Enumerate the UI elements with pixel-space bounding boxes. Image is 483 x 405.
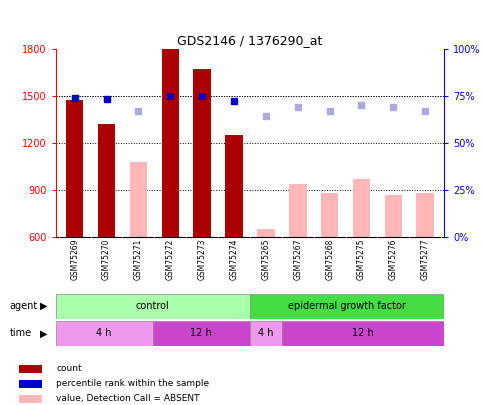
Text: GSM75268: GSM75268 xyxy=(325,239,334,280)
Text: value, Detection Call = ABSENT: value, Detection Call = ABSENT xyxy=(56,394,199,403)
Bar xyxy=(56,321,153,346)
Bar xyxy=(384,194,402,237)
Bar xyxy=(250,294,444,319)
Text: 4 h: 4 h xyxy=(258,328,274,338)
Bar xyxy=(353,179,370,237)
Bar xyxy=(19,395,42,403)
Text: GSM75269: GSM75269 xyxy=(70,239,79,280)
Bar xyxy=(19,380,42,388)
Text: control: control xyxy=(136,301,170,311)
Text: 4 h: 4 h xyxy=(97,328,112,338)
Bar xyxy=(257,229,275,237)
Text: GSM75265: GSM75265 xyxy=(261,239,270,280)
Bar xyxy=(66,100,84,237)
Text: GSM75277: GSM75277 xyxy=(421,239,430,280)
Text: GSM75272: GSM75272 xyxy=(166,239,175,280)
Bar xyxy=(129,162,147,237)
Text: time: time xyxy=(10,328,32,338)
Text: GSM75274: GSM75274 xyxy=(229,239,239,280)
Text: GSM75275: GSM75275 xyxy=(357,239,366,280)
Text: GSM75276: GSM75276 xyxy=(389,239,398,280)
Bar xyxy=(416,193,434,237)
Text: epidermal growth factor: epidermal growth factor xyxy=(288,301,406,311)
Bar xyxy=(250,321,283,346)
Bar xyxy=(289,183,307,237)
Text: ▶: ▶ xyxy=(40,328,47,338)
Text: percentile rank within the sample: percentile rank within the sample xyxy=(56,379,209,388)
Text: agent: agent xyxy=(10,301,38,311)
Bar xyxy=(98,124,115,237)
Bar xyxy=(283,321,444,346)
Bar xyxy=(161,49,179,237)
Bar xyxy=(225,135,243,237)
Text: GSM75271: GSM75271 xyxy=(134,239,143,280)
Text: GSM75267: GSM75267 xyxy=(293,239,302,280)
Text: ▶: ▶ xyxy=(40,301,47,311)
Bar xyxy=(193,69,211,237)
Text: 12 h: 12 h xyxy=(190,328,212,338)
Text: 12 h: 12 h xyxy=(353,328,374,338)
Title: GDS2146 / 1376290_at: GDS2146 / 1376290_at xyxy=(177,34,323,47)
Bar xyxy=(321,193,339,237)
Text: GSM75270: GSM75270 xyxy=(102,239,111,280)
Bar xyxy=(19,365,42,373)
Text: count: count xyxy=(56,364,82,373)
Bar xyxy=(153,321,250,346)
Bar xyxy=(56,294,250,319)
Text: GSM75273: GSM75273 xyxy=(198,239,207,280)
